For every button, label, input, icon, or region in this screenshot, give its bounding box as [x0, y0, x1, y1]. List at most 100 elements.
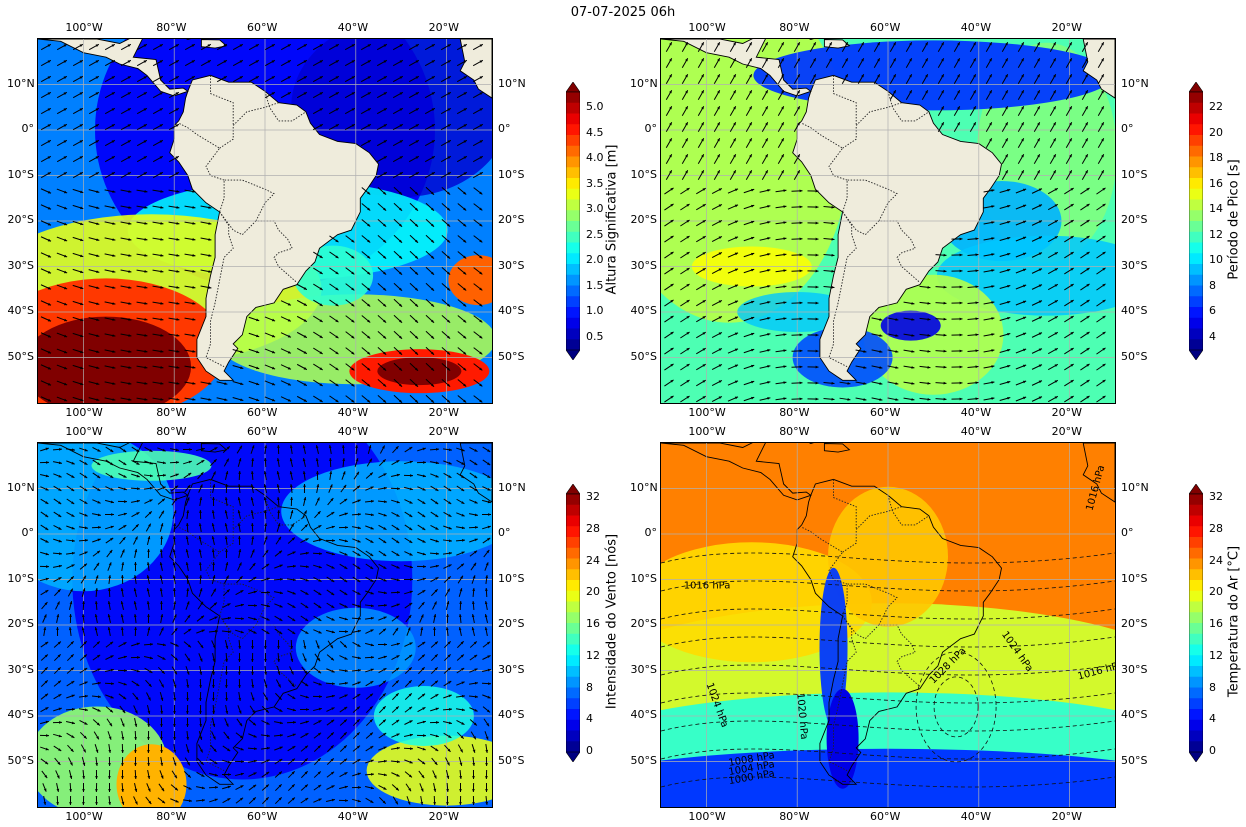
latitude-tick-label: 40°S — [498, 708, 525, 721]
longitude-tick-label: 100°W — [688, 406, 726, 419]
land-0 — [169, 74, 379, 381]
land-0 — [792, 74, 1002, 381]
wind-speed-colorbar-label: Intensidade do Vento [nós] — [604, 533, 620, 710]
latitude-tick-label: 50°S — [7, 753, 34, 767]
wind-speed-map — [37, 442, 493, 808]
latitude-tick-label: 10°S — [1121, 571, 1148, 585]
longitude-tick-label: 80°W — [779, 21, 810, 34]
wind-speed-colorbar — [565, 483, 581, 763]
longitude-tick-label: 60°W — [247, 406, 278, 419]
latitude-tick-label: 10°S — [630, 571, 657, 585]
colorbar-tick-label: 4 — [1209, 330, 1216, 343]
longitude-tick-label: 40°W — [960, 810, 992, 823]
latitude-tick-label: 10°N — [1121, 480, 1149, 494]
longitude-tick-label: 20°W — [428, 21, 459, 34]
latitude-tick-label: 20°S — [7, 617, 34, 630]
latitude-tick-label: 20°S — [630, 617, 657, 630]
longitude-tick-label: 20°W — [428, 406, 459, 419]
colorbar-tick-label: 20 — [586, 585, 600, 599]
coastline-0 — [169, 478, 379, 785]
latitude-tick-label: 0° — [21, 122, 35, 135]
colorbar-gradient — [1188, 483, 1204, 763]
latitude-tick-label: 30°S — [630, 258, 657, 272]
land-1 — [38, 39, 189, 97]
latitude-tick-label: 50°S — [1121, 349, 1148, 363]
latitude-tick-label: 10°N — [7, 76, 35, 90]
latitude-tick-label: 10°S — [1121, 167, 1148, 181]
longitude-tick-label: 60°W — [870, 425, 901, 438]
land-3 — [185, 39, 191, 40]
colorbar-tick-label: 1.0 — [586, 304, 604, 318]
longitude-tick-label: 60°W — [247, 21, 278, 34]
colorbar-tick-label: 24 — [1209, 553, 1223, 567]
longitude-tick-label: 100°W — [65, 425, 103, 438]
longitude-tick-label: 20°W — [1051, 406, 1082, 419]
colorbar-tick-label: 24 — [586, 553, 600, 567]
wind-speed-field — [38, 443, 492, 807]
longitude-tick-label: 20°W — [1051, 21, 1082, 34]
colorbar-tick-label: 12 — [1209, 648, 1223, 662]
longitude-tick-label: 80°W — [156, 21, 187, 34]
latitude-tick-label: 40°S — [630, 304, 657, 317]
latitude-tick-label: 40°S — [7, 304, 34, 317]
latitude-tick-label: 10°S — [498, 571, 525, 585]
colorbar-tick-label: 28 — [586, 521, 600, 535]
colorbar-tick-label: 16 — [1209, 176, 1223, 190]
figure-title: 07-07-2025 06h — [570, 5, 676, 20]
colorbar-gradient — [565, 81, 581, 361]
latitude-tick-label: 30°S — [630, 662, 657, 676]
longitude-tick-label: 60°W — [870, 21, 901, 34]
peak-period-map — [660, 38, 1116, 404]
longitude-tick-label: 40°W — [960, 21, 992, 34]
latitude-tick-label: 10°N — [630, 480, 658, 494]
latitude-tick-label: 10°N — [498, 480, 526, 494]
latitude-tick-label: 0° — [644, 122, 658, 135]
colorbar-tick-label: 8 — [1209, 278, 1216, 292]
peak-period-field — [661, 39, 1115, 403]
latitude-tick-label: 10°N — [498, 76, 526, 90]
vector-field — [39, 444, 492, 806]
longitude-tick-label: 100°W — [65, 810, 103, 823]
coastline-4 — [823, 443, 851, 453]
latitude-tick-label: 40°S — [1121, 708, 1148, 721]
longitude-tick-label: 80°W — [779, 810, 810, 823]
colorbar-tick-label: 12 — [586, 648, 600, 662]
colorbar-tick-label: 32 — [1209, 490, 1223, 503]
latitude-tick-label: 10°S — [7, 571, 34, 585]
latitude-tick-label: 30°S — [7, 662, 34, 676]
wave-height-colorbar — [565, 81, 581, 361]
wave-height-field — [38, 39, 492, 403]
latitude-tick-label: 20°S — [498, 213, 525, 226]
longitude-tick-label: 100°W — [688, 21, 726, 34]
latitude-tick-label: 50°S — [498, 753, 525, 767]
latitude-tick-label: 50°S — [498, 349, 525, 363]
latitude-tick-label: 50°S — [630, 349, 657, 363]
longitude-tick-label: 60°W — [247, 425, 278, 438]
longitude-tick-label: 80°W — [779, 406, 810, 419]
longitude-tick-label: 40°W — [960, 425, 992, 438]
coastline-0 — [792, 478, 1002, 785]
isobar-label: 1016 hPa — [684, 581, 731, 592]
latitude-tick-label: 50°S — [1121, 753, 1148, 767]
latitude-tick-label: 10°N — [1121, 76, 1149, 90]
longitude-tick-label: 80°W — [156, 810, 187, 823]
colorbar-tick-label: 16 — [1209, 617, 1223, 630]
vector-field — [40, 43, 484, 403]
coastline-1 — [661, 443, 812, 501]
longitude-tick-label: 100°W — [688, 810, 726, 823]
latitude-tick-label: 40°S — [7, 708, 34, 721]
colorbar-tick-label: 4.0 — [586, 151, 604, 165]
longitude-tick-label: 20°W — [428, 425, 459, 438]
land-1 — [661, 39, 812, 97]
colorbar-tick-label: 1.5 — [586, 278, 604, 292]
longitude-tick-label: 100°W — [65, 406, 103, 419]
colorbar-tick-label: 8 — [1209, 680, 1216, 694]
land-4 — [823, 39, 851, 49]
colorbar-tick-label: 8 — [586, 680, 593, 694]
longitude-tick-label: 40°W — [960, 406, 992, 419]
latitude-tick-label: 0° — [1121, 122, 1134, 135]
colorbar-tick-label: 20 — [1209, 585, 1223, 599]
colorbar-gradient — [565, 483, 581, 763]
colorbar-tick-label: 18 — [1209, 151, 1223, 165]
